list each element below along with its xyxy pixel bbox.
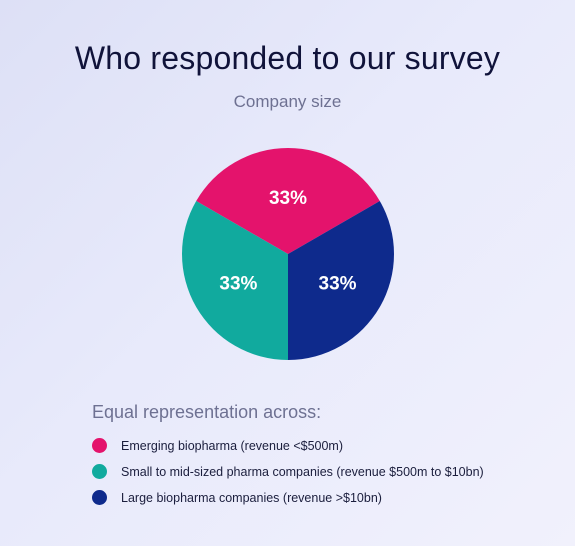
legend-swatch (92, 490, 107, 505)
legend-label: Small to mid-sized pharma companies (rev… (121, 464, 484, 479)
pie-slice-label-0: 33% (269, 188, 307, 209)
legend-item: Emerging biopharma (revenue <$500m) (92, 433, 484, 458)
legend: Emerging biopharma (revenue <$500m) Small… (92, 433, 484, 511)
chart-subtitle: Company size (233, 92, 342, 111)
pie-slice-0 (196, 148, 380, 254)
legend-swatch (92, 464, 107, 479)
legend-swatch (92, 438, 107, 453)
pie-slice-label-1: 33% (219, 274, 257, 295)
legend-label: Emerging biopharma (revenue <$500m) (121, 438, 343, 453)
legend-item: Large biopharma companies (revenue >$10b… (92, 485, 484, 510)
pie-chart: 33% 33% 33% (182, 148, 394, 360)
legend-heading: Equal representation across: (92, 402, 322, 422)
legend-item: Small to mid-sized pharma companies (rev… (92, 459, 484, 484)
pie-slice-label-2: 33% (319, 274, 357, 295)
legend-label: Large biopharma companies (revenue >$10b… (121, 490, 382, 505)
pie-slice-1 (182, 201, 288, 360)
pie-slice-2 (288, 201, 394, 360)
page-title: Who responded to our survey (74, 40, 501, 76)
